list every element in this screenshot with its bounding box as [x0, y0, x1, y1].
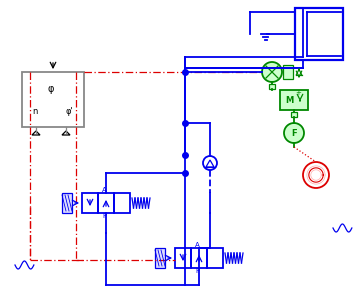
- Bar: [114, 193, 130, 213]
- Text: φ': φ': [66, 107, 74, 116]
- Bar: [191, 248, 207, 268]
- Bar: [283, 65, 293, 79]
- Bar: [291, 112, 297, 117]
- Text: P: P: [102, 213, 106, 219]
- Bar: [175, 248, 191, 268]
- Text: M: M: [285, 96, 293, 105]
- Text: F: F: [291, 129, 297, 138]
- Text: P: P: [195, 268, 199, 274]
- Bar: [22, 72, 84, 127]
- Bar: [62, 193, 72, 213]
- Bar: [280, 90, 308, 110]
- Text: +: +: [295, 90, 301, 96]
- Bar: [98, 193, 114, 213]
- Text: A: A: [102, 187, 107, 193]
- Bar: [207, 248, 223, 268]
- Text: A: A: [195, 242, 200, 248]
- Text: φ: φ: [48, 84, 54, 94]
- Text: n: n: [32, 107, 37, 116]
- Bar: [82, 193, 98, 213]
- Circle shape: [284, 123, 304, 143]
- Bar: [269, 84, 275, 89]
- Bar: [155, 248, 165, 268]
- Bar: [295, 8, 343, 60]
- Circle shape: [262, 62, 282, 82]
